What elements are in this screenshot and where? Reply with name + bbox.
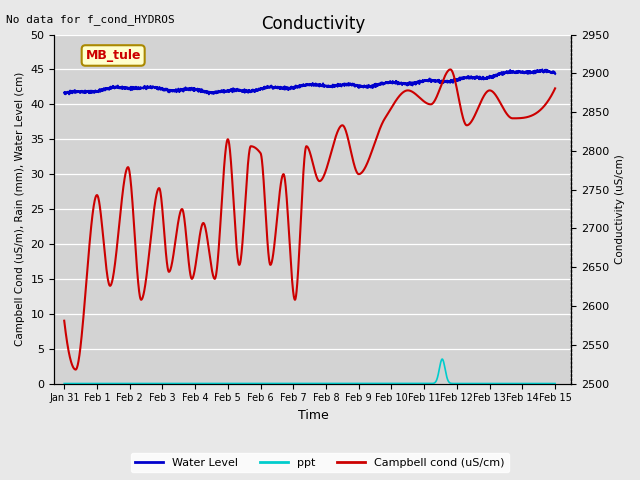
Text: No data for f_cond_HYDROS: No data for f_cond_HYDROS bbox=[6, 14, 175, 25]
Title: Conductivity: Conductivity bbox=[261, 15, 365, 33]
Y-axis label: Campbell Cond (uS/m), Rain (mm), Water Level (cm): Campbell Cond (uS/m), Rain (mm), Water L… bbox=[15, 72, 25, 346]
Legend: Water Level, ppt, Campbell cond (uS/cm): Water Level, ppt, Campbell cond (uS/cm) bbox=[131, 453, 509, 472]
Y-axis label: Conductivity (uS/cm): Conductivity (uS/cm) bbox=[615, 154, 625, 264]
Text: MB_tule: MB_tule bbox=[85, 49, 141, 62]
X-axis label: Time: Time bbox=[298, 409, 328, 422]
